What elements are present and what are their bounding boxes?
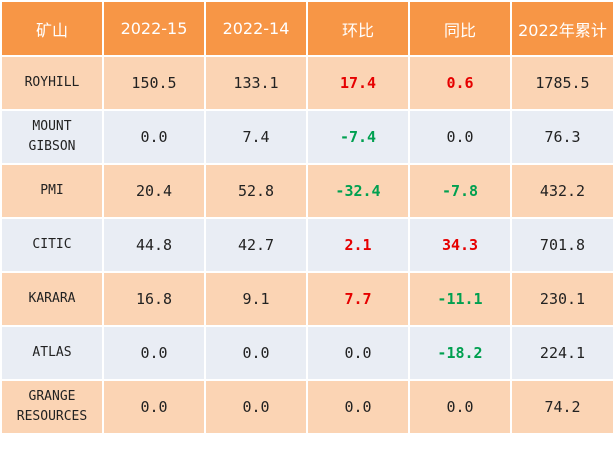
table-row: CITIC 44.8 42.7 2.1 34.3 701.8 <box>0 217 614 273</box>
year-to-date-cell: 230.1 <box>510 271 614 327</box>
header-week-14: 2022-14 <box>204 0 308 57</box>
week-14-cell: 0.0 <box>204 325 308 381</box>
year-over-year-cell: -18.2 <box>408 325 512 381</box>
year-over-year-cell: 0.0 <box>408 379 512 435</box>
header-week-over-week: 环比 <box>306 0 410 57</box>
week-14-cell: 9.1 <box>204 271 308 327</box>
header-year-over-year: 同比 <box>408 0 512 57</box>
table-row: KARARA 16.8 9.1 7.7 -11.1 230.1 <box>0 271 614 327</box>
year-to-date-cell: 1785.5 <box>510 55 614 111</box>
mine-name-line: MOUNT <box>32 119 72 134</box>
week-over-week-cell: 17.4 <box>306 55 410 111</box>
year-to-date-cell: 432.2 <box>510 163 614 219</box>
table-row: MOUNT GIBSON 0.0 7.4 -7.4 0.0 76.3 <box>0 109 614 165</box>
mine-name-cell: GRANGE RESOURCES <box>0 379 104 435</box>
week-14-cell: 0.0 <box>204 379 308 435</box>
mine-name-line: ATLAS <box>32 345 72 360</box>
year-over-year-cell: 0.6 <box>408 55 512 111</box>
week-15-cell: 0.0 <box>102 325 206 381</box>
table-row: PMI 20.4 52.8 -32.4 -7.8 432.2 <box>0 163 614 219</box>
year-over-year-cell: 0.0 <box>408 109 512 165</box>
week-15-cell: 44.8 <box>102 217 206 273</box>
mine-name-cell: CITIC <box>0 217 104 273</box>
table-body: ROYHILL 150.5 133.1 17.4 0.6 1785.5 MOUNT GIBSO… <box>0 55 614 435</box>
mine-name-line: PMI <box>40 183 64 198</box>
week-15-cell: 0.0 <box>102 109 206 165</box>
mine-shipment-table: 矿山 2022-15 2022-14 环比 同比 2022年累计 ROYHILL… <box>0 0 614 435</box>
mine-name-line: ROYHILL <box>24 75 80 90</box>
mine-name-line: GRANGE <box>28 389 76 404</box>
week-over-week-cell: 2.1 <box>306 217 410 273</box>
week-over-week-cell: -7.4 <box>306 109 410 165</box>
header-year-to-date: 2022年累计 <box>510 0 614 57</box>
table-row: ROYHILL 150.5 133.1 17.4 0.6 1785.5 <box>0 55 614 111</box>
week-15-cell: 0.0 <box>102 379 206 435</box>
year-to-date-cell: 74.2 <box>510 379 614 435</box>
year-over-year-cell: 34.3 <box>408 217 512 273</box>
header-week-15: 2022-15 <box>102 0 206 57</box>
week-over-week-cell: 7.7 <box>306 271 410 327</box>
mine-name-line: KARARA <box>28 291 76 306</box>
mine-name-cell: KARARA <box>0 271 104 327</box>
week-15-cell: 20.4 <box>102 163 206 219</box>
header-mine: 矿山 <box>0 0 104 57</box>
year-to-date-cell: 701.8 <box>510 217 614 273</box>
mine-name-line: GIBSON <box>28 139 76 154</box>
week-14-cell: 7.4 <box>204 109 308 165</box>
mine-name-cell: PMI <box>0 163 104 219</box>
mine-name-line: CITIC <box>32 237 72 252</box>
mine-name-cell: MOUNT GIBSON <box>0 109 104 165</box>
year-over-year-cell: -7.8 <box>408 163 512 219</box>
mine-name-cell: ROYHILL <box>0 55 104 111</box>
week-over-week-cell: 0.0 <box>306 379 410 435</box>
mine-name-cell: ATLAS <box>0 325 104 381</box>
year-to-date-cell: 224.1 <box>510 325 614 381</box>
mine-name-line: RESOURCES <box>16 409 88 424</box>
year-to-date-cell: 76.3 <box>510 109 614 165</box>
year-over-year-cell: -11.1 <box>408 271 512 327</box>
table-row: GRANGE RESOURCES 0.0 0.0 0.0 0.0 74.2 <box>0 379 614 435</box>
table-header-row: 矿山 2022-15 2022-14 环比 同比 2022年累计 <box>0 0 614 57</box>
week-14-cell: 133.1 <box>204 55 308 111</box>
week-15-cell: 16.8 <box>102 271 206 327</box>
week-14-cell: 52.8 <box>204 163 308 219</box>
week-over-week-cell: 0.0 <box>306 325 410 381</box>
week-over-week-cell: -32.4 <box>306 163 410 219</box>
week-15-cell: 150.5 <box>102 55 206 111</box>
table-row: ATLAS 0.0 0.0 0.0 -18.2 224.1 <box>0 325 614 381</box>
week-14-cell: 42.7 <box>204 217 308 273</box>
